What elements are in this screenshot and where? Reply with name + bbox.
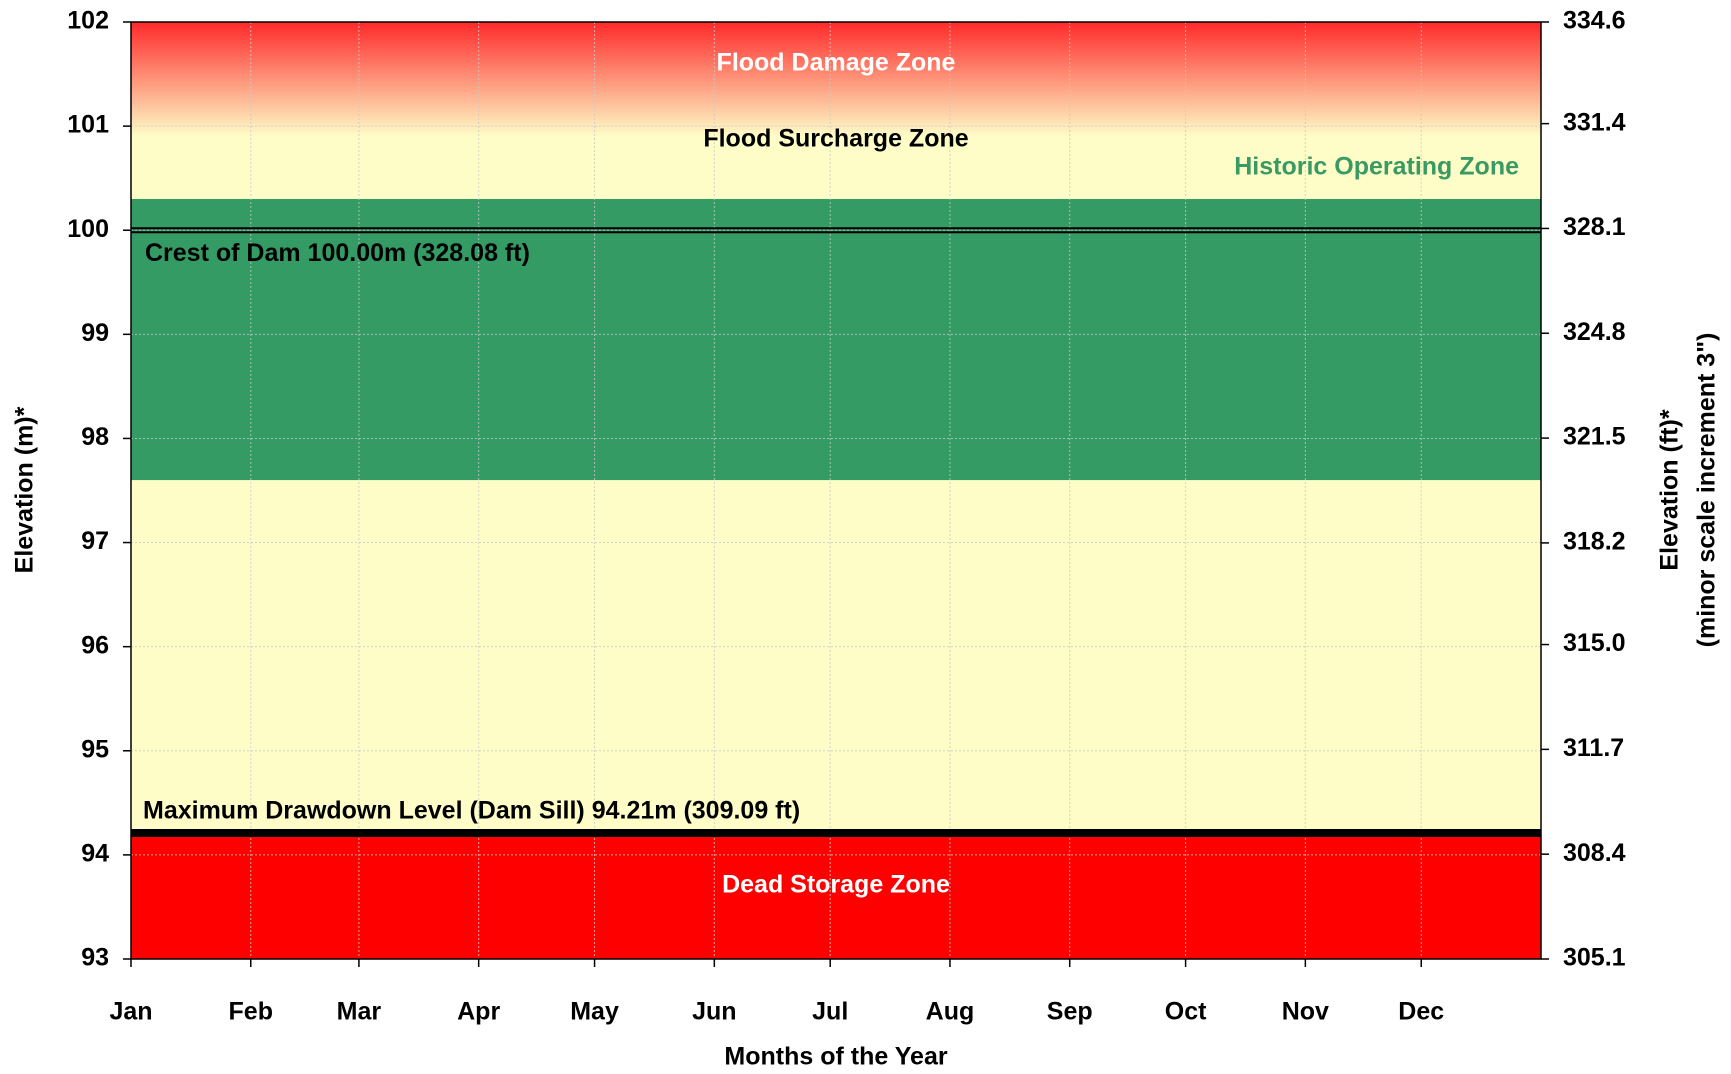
x-axis-title: Months of the Year bbox=[724, 1043, 947, 1071]
y-tick-label: 101 bbox=[67, 111, 109, 139]
y2-tick-label: 308.4 bbox=[1563, 839, 1626, 867]
x-tick-label: Apr bbox=[457, 998, 500, 1026]
y-tick-label: 97 bbox=[81, 527, 109, 555]
x-tick-label: Dec bbox=[1398, 998, 1444, 1026]
x-tick-label: Jul bbox=[812, 998, 848, 1026]
zone-label: Flood Damage Zone bbox=[717, 48, 956, 76]
x-tick-label: Mar bbox=[337, 998, 382, 1026]
y2-axis-title: (minor scale increment 3") bbox=[1693, 333, 1721, 648]
y2-tick-label: 321.5 bbox=[1563, 423, 1626, 451]
y-tick-label: 94 bbox=[81, 839, 109, 867]
x-tick-label: Aug bbox=[926, 998, 975, 1026]
y-axis-title: Elevation (m)* bbox=[11, 406, 39, 573]
y2-tick-label: 311.7 bbox=[1563, 734, 1624, 762]
zone-label: Historic Operating Zone bbox=[1234, 152, 1519, 180]
y2-tick-label: 305.1 bbox=[1563, 944, 1626, 972]
plot-frame bbox=[130, 21, 1542, 960]
x-tick-label: Jan bbox=[109, 998, 152, 1026]
zone-label: Dead Storage Zone bbox=[722, 871, 950, 899]
y-tick-label: 102 bbox=[67, 7, 109, 35]
y2-tick-label: 331.4 bbox=[1563, 108, 1626, 136]
x-tick-label: Sep bbox=[1047, 998, 1093, 1026]
y-tick-label: 100 bbox=[67, 215, 109, 243]
y-tick-label: 93 bbox=[81, 944, 109, 972]
zone bbox=[131, 22, 1541, 137]
zone bbox=[131, 198, 1541, 481]
y-tick-label: 96 bbox=[81, 631, 109, 659]
y-tick-label: 99 bbox=[81, 319, 109, 347]
x-tick-label: Oct bbox=[1165, 998, 1207, 1026]
x-tick-label: Nov bbox=[1282, 998, 1329, 1026]
x-tick-label: May bbox=[570, 998, 619, 1026]
y2-tick-label: 324.8 bbox=[1563, 318, 1626, 346]
x-tick-label: Feb bbox=[229, 998, 273, 1026]
y2-axis-title: Elevation (ft)* bbox=[1656, 409, 1684, 570]
y2-tick-label: 315.0 bbox=[1563, 629, 1626, 657]
y2-tick-label: 334.6 bbox=[1563, 7, 1626, 35]
x-tick-label: Jun bbox=[692, 998, 736, 1026]
y2-tick-label: 328.1 bbox=[1563, 213, 1626, 241]
y-tick-label: 98 bbox=[81, 423, 109, 451]
level-label: Crest of Dam 100.00m (328.08 ft) bbox=[145, 239, 530, 267]
y2-tick-label: 318.2 bbox=[1563, 528, 1626, 556]
y-tick-label: 95 bbox=[81, 735, 109, 763]
level-label: Maximum Drawdown Level (Dam Sill) 94.21m… bbox=[143, 797, 800, 825]
zone-label: Flood Surcharge Zone bbox=[703, 124, 968, 152]
